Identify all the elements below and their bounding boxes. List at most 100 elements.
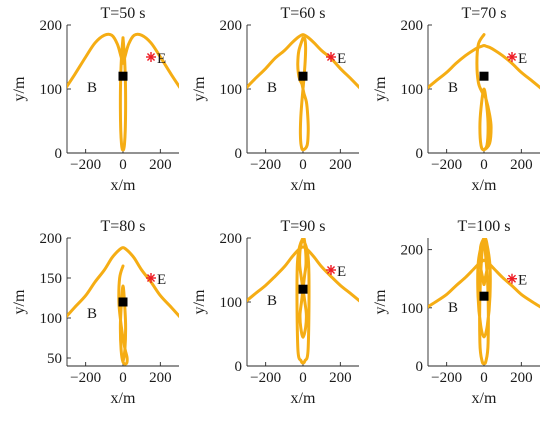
trajectory-inner [117,264,129,366]
panel-title: T=70 s [461,5,506,22]
trajectory-outer [247,33,359,90]
panel-title: T=50 s [100,5,145,22]
y-tick-label: 100 [220,82,243,98]
x-tick-label: −200 [250,157,281,173]
x-tick-label: 0 [119,157,127,173]
trajectory-inner [476,238,492,365]
x-tick-label: −200 [70,370,101,386]
box-label: B [448,300,458,316]
x-axis-label: x/m [111,177,136,194]
target-label: E [157,51,166,67]
box-marker [118,297,128,307]
target-marker [146,273,156,283]
y-tick-label: 50 [47,351,62,367]
target-marker-stroke [507,274,517,283]
y-tick-label: 200 [40,231,63,247]
box-label: B [267,293,277,309]
x-axis-label: x/m [291,177,316,194]
x-tick-label: −200 [431,370,462,386]
panel-title: T=90 s [280,218,325,235]
x-tick-label: 200 [329,157,352,173]
chart-panel: T=100 s −200 0 200 0 100 200 x/m y/m B E [372,218,540,407]
y-tick-label: 200 [401,18,424,34]
trajectory-inner [296,36,310,152]
target-marker-stroke [146,52,156,62]
x-tick-label: −200 [431,157,462,173]
target-marker [326,52,336,62]
target-label: E [337,264,346,280]
trajectory-group [67,246,179,366]
target-marker [507,52,517,62]
y-tick-label: 100 [40,82,63,98]
y-tick-label: 0 [235,359,243,375]
y-tick-label: 200 [220,231,243,247]
x-axis-label: x/m [291,390,316,407]
target-label: E [157,272,166,288]
y-axis-label: y/m [11,76,28,101]
box-label: B [448,80,458,96]
y-tick-label: 0 [235,146,243,162]
y-tick-label: 100 [40,311,63,327]
x-axis-label: x/m [472,390,497,407]
chart-panel: T=80 s −200 0 200 50 100 150 200 x/m y/m B E [11,218,179,407]
target-marker-stroke [326,52,336,62]
y-axis-label: y/m [11,289,28,314]
box-label: B [87,306,97,322]
y-tick-label: 100 [401,82,424,98]
trajectory-inner [475,33,493,152]
chart-panel: T=60 s −200 0 200 0 100 200 x/m y/m B E [191,5,359,194]
x-tick-label: −200 [70,157,101,173]
target-marker [326,265,336,275]
panel-title: T=100 s [457,218,510,235]
y-axis-label: y/m [191,76,208,101]
box-marker [118,71,128,81]
target-marker [507,273,517,284]
trajectory-outer [247,245,359,303]
trajectory-outer [428,43,540,90]
box-label: B [267,80,277,96]
trajectory-group [247,238,359,365]
target-marker-stroke [146,273,156,283]
x-tick-label: 0 [119,370,127,386]
box-marker [298,284,308,294]
y-axis-label: y/m [372,76,389,101]
target-label: E [337,51,346,67]
trajectory-outer [67,246,179,319]
chart-panel: T=70 s −200 0 200 0 100 200 x/m y/m B E [372,5,540,194]
trajectory-outer [428,258,540,309]
target-label: E [518,273,527,289]
x-tick-label: 0 [480,370,488,386]
box-label: B [87,80,97,96]
box-marker [298,71,308,81]
y-tick-label: 0 [416,359,424,375]
trajectory-group [428,238,540,365]
trajectory-group [67,32,179,152]
y-tick-label: 200 [220,18,243,34]
y-axis-label: y/m [372,289,389,314]
x-tick-label: 200 [510,157,533,173]
x-tick-label: 0 [480,157,488,173]
x-axis-label: x/m [472,177,497,194]
y-tick-label: 100 [220,295,243,311]
y-axis-label: y/m [191,289,208,314]
x-tick-label: −200 [250,370,281,386]
y-tick-label: 100 [401,301,424,317]
y-tick-label: 0 [55,146,63,162]
x-tick-label: 200 [149,157,172,173]
y-tick-label: 200 [40,18,63,34]
trajectory-inner [118,36,128,152]
x-tick-label: 0 [299,370,307,386]
y-tick-label: 200 [401,243,424,259]
trajectory-outer [67,32,179,89]
x-tick-label: 200 [149,370,172,386]
y-tick-label: 0 [416,146,424,162]
target-marker [146,52,156,62]
trajectory-inner [295,238,311,365]
panel-title: T=60 s [280,5,325,22]
panel-title: T=80 s [100,218,145,235]
box-marker [479,291,489,301]
x-tick-label: 0 [299,157,307,173]
x-tick-label: 200 [329,370,352,386]
target-label: E [518,51,527,67]
